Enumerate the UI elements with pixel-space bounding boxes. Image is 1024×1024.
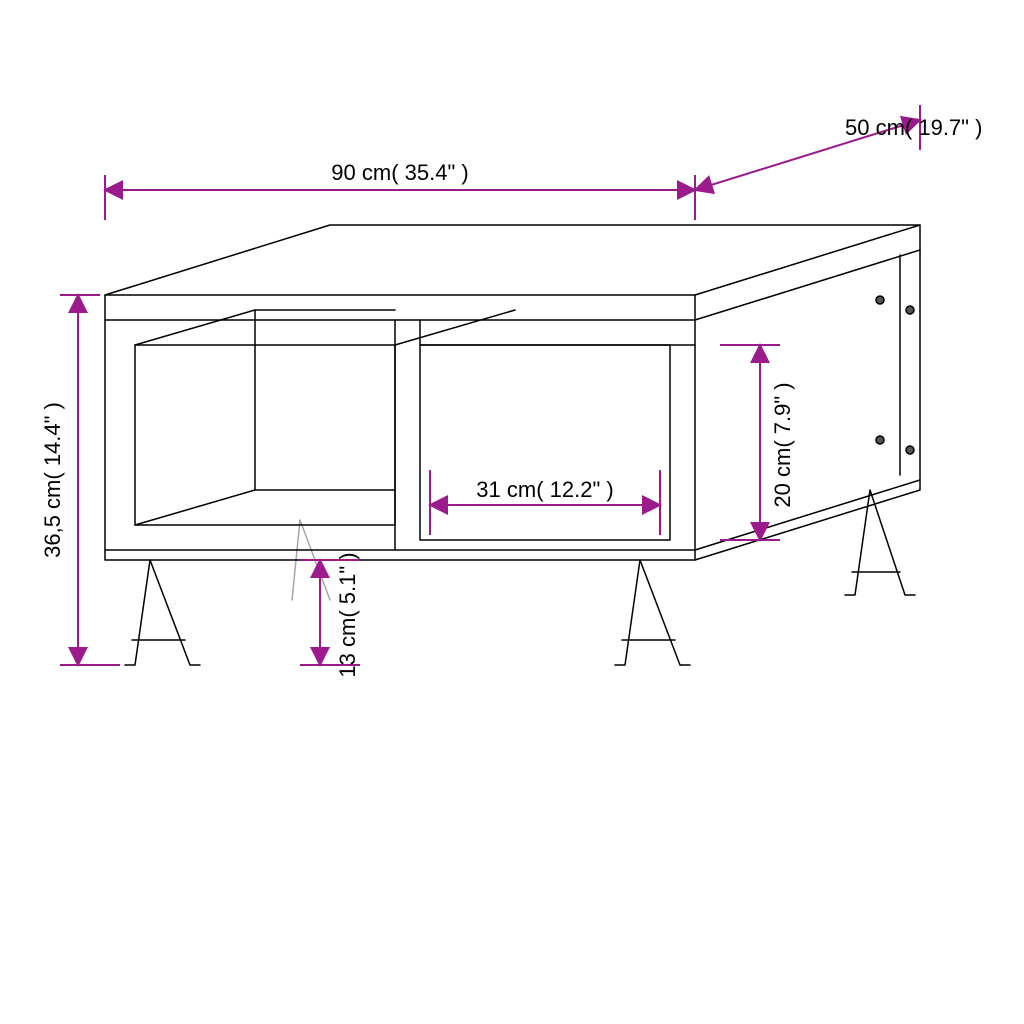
dim-drawer-width-label: 31 cm( 12.2" ) (476, 477, 613, 502)
dim-height: 36,5 cm( 14.4" ) (40, 295, 120, 665)
dim-width-label: 90 cm( 35.4" ) (331, 160, 468, 185)
dim-leg-height: 13 cm( 5.1" ) (300, 552, 360, 677)
dimension-diagram: 90 cm( 35.4" ) 50 cm( 19.7" ) 36,5 cm( 1… (0, 0, 1024, 1024)
dim-depth-label: 50 cm( 19.7" ) (845, 115, 982, 140)
dim-drawer-height: 20 cm( 7.9" ) (720, 345, 795, 540)
dim-height-label: 36,5 cm( 14.4" ) (40, 402, 65, 558)
dim-drawer-width: 31 cm( 12.2" ) (430, 470, 660, 535)
furniture-outline (105, 225, 920, 665)
dim-leg-height-label: 13 cm( 5.1" ) (335, 552, 360, 677)
dim-width: 90 cm( 35.4" ) (105, 160, 695, 220)
dim-drawer-height-label: 20 cm( 7.9" ) (770, 382, 795, 507)
dim-depth: 50 cm( 19.7" ) (695, 105, 982, 220)
